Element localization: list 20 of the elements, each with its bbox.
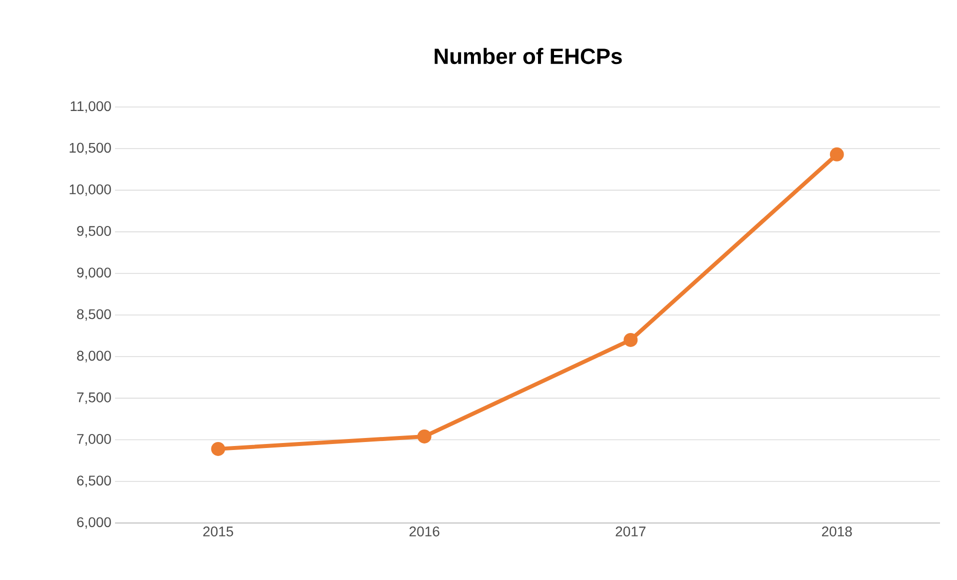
y-tick-label: 6,500 [77, 476, 111, 488]
y-tick-label: 9,500 [77, 226, 111, 238]
x-tick-label: 2018 [822, 526, 852, 536]
point [830, 147, 844, 162]
y-tick-label: 8,500 [77, 309, 111, 321]
x-tick-label: 2015 [203, 526, 234, 536]
x-tick-label: 2017 [616, 526, 646, 536]
y-tick-label: 6,000 [77, 517, 111, 529]
point [624, 332, 638, 347]
y-tick-label: 7,500 [77, 392, 111, 404]
y-tick-label: 10,000 [70, 184, 111, 196]
y-tick-label: 7,000 [77, 434, 111, 446]
point [417, 429, 432, 444]
y-tick-label: 10,500 [70, 142, 111, 154]
y-tick-label: 11,000 [70, 101, 111, 113]
y-tick-label: 9,000 [77, 268, 111, 280]
chart-title: Number of EHCPs [434, 48, 622, 64]
point [211, 442, 226, 456]
y-tick-label: 8,000 [77, 350, 111, 362]
x-tick-label: 2016 [410, 526, 440, 536]
